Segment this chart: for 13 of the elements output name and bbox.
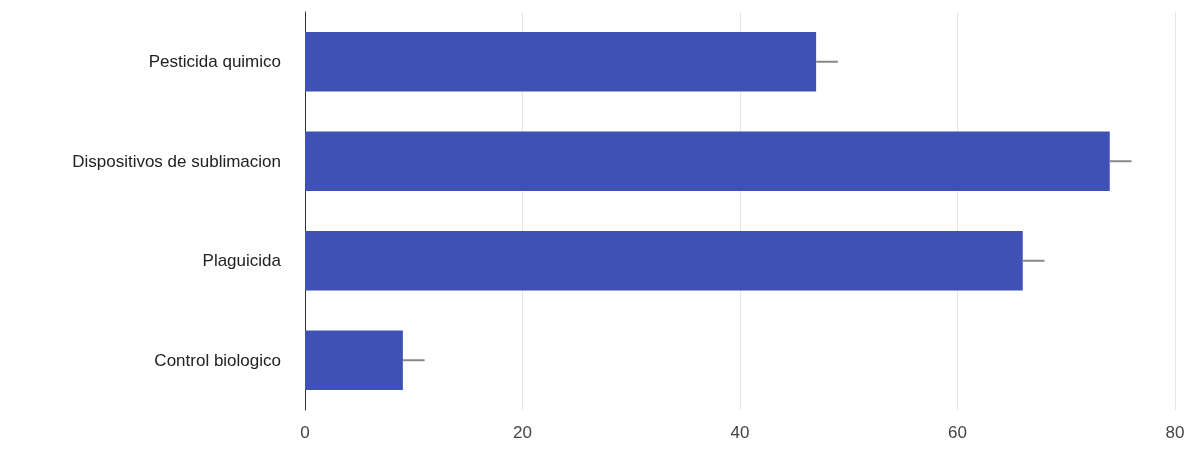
bar: [305, 230, 1023, 291]
x-tick-label: 0: [300, 423, 310, 442]
bar: [305, 131, 1110, 192]
y-tick-label: Control biologico: [154, 350, 281, 370]
x-tick-label: 60: [948, 423, 967, 442]
x-tick-label: 20: [513, 423, 532, 442]
x-tick-label: 80: [1165, 423, 1185, 442]
y-tick-label: Dispositivos de sublimacion: [72, 151, 281, 171]
y-tick-label: Plaguicida: [202, 251, 282, 271]
bar: [305, 330, 403, 391]
bar: [305, 31, 817, 92]
y-tick-label: Pesticida quimico: [148, 52, 281, 72]
x-tick-label: 40: [730, 423, 750, 442]
